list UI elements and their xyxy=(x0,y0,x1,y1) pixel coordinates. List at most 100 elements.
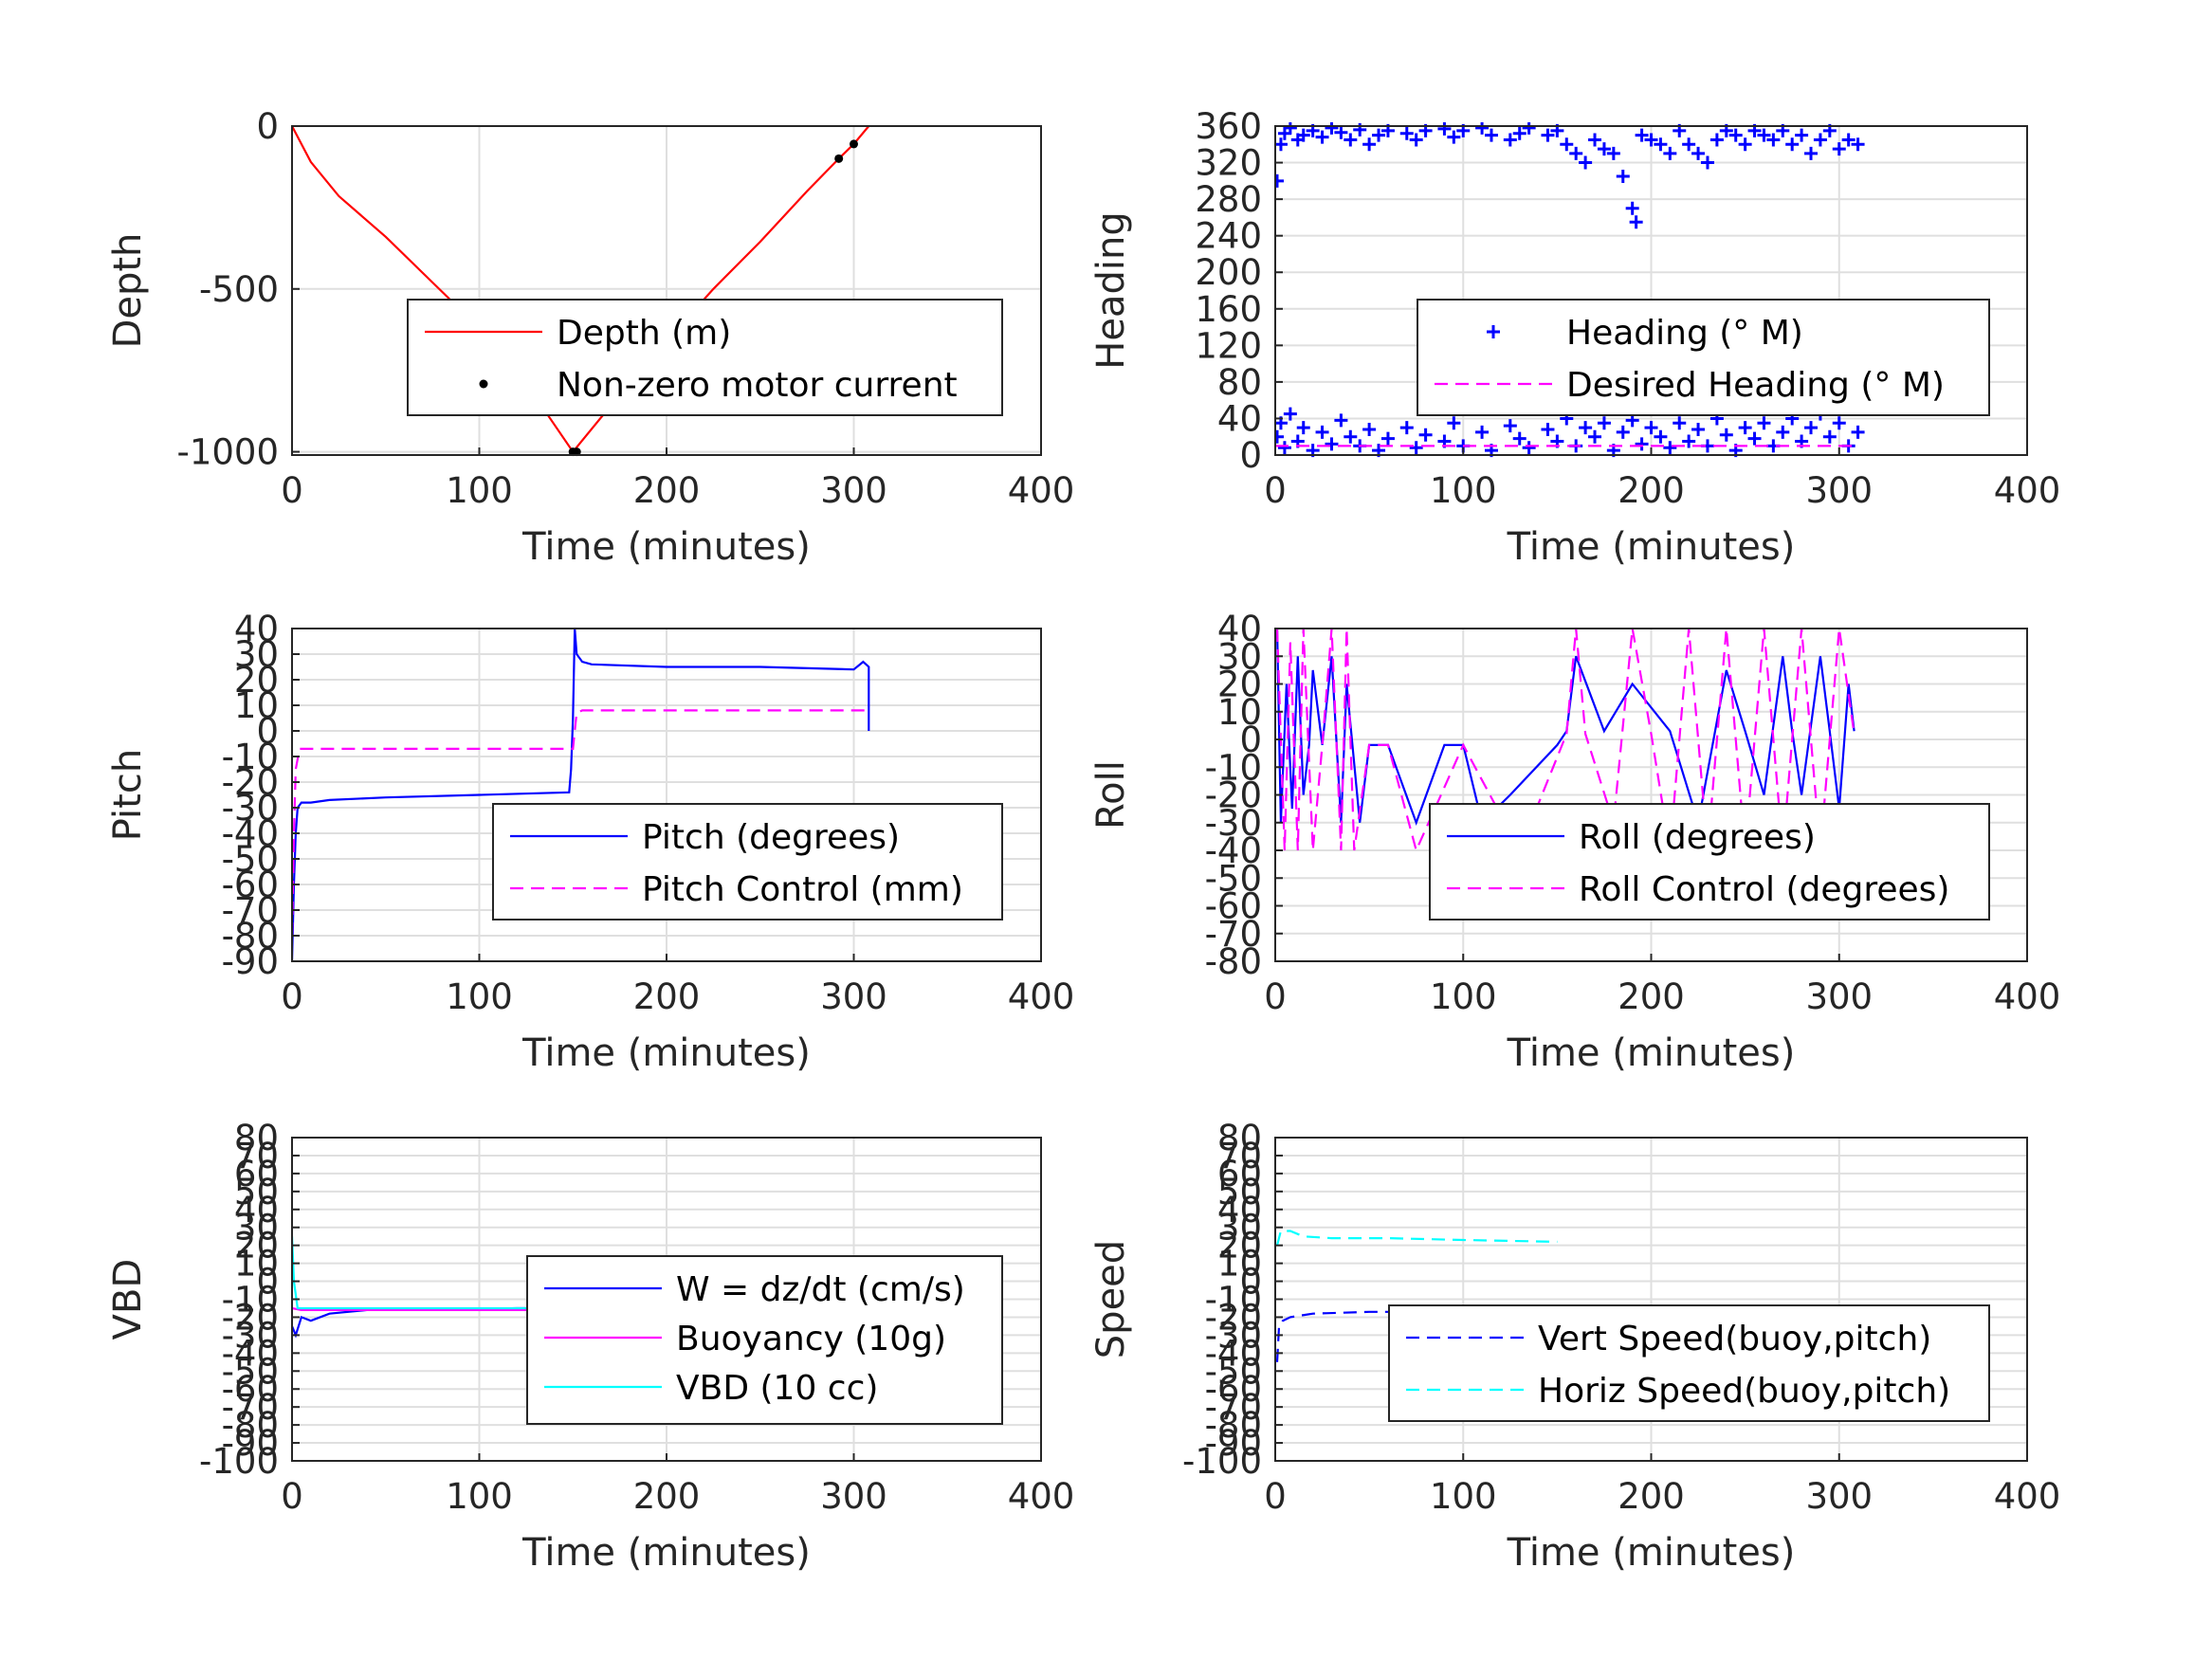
heading-series-0-point xyxy=(1512,126,1526,140)
pitch-series-1-line xyxy=(292,709,869,937)
y-tick-label: -90 xyxy=(222,1423,279,1464)
x-tick-label: 200 xyxy=(633,470,701,511)
speed-series-1-line xyxy=(1275,1230,1558,1246)
x-axis-label: Time (minutes) xyxy=(521,1031,811,1075)
y-tick-label: 40 xyxy=(234,609,279,649)
y-tick-label: -50 xyxy=(1205,1351,1262,1392)
x-tick-label: 300 xyxy=(1805,470,1873,511)
y-tick-label: -500 xyxy=(199,269,279,310)
y-tick-label: -20 xyxy=(1205,1297,1262,1338)
heading-series-0-point xyxy=(1795,128,1809,142)
depth-chart: 0 100 200 300 400 -1000 -500 0 Time (minutes) Dep… xyxy=(106,106,1074,569)
y-axis-label: Speed xyxy=(1089,1240,1133,1358)
y-tick-label: -1000 xyxy=(176,432,279,473)
vbd-legend: W = dz/dt (cm/s) Buoyancy (10g) VBD (10 cc… xyxy=(526,1255,1003,1425)
legend-label: Roll Control (degrees) xyxy=(1579,870,1949,909)
heading-series-1-point xyxy=(1719,428,1733,442)
y-tick-label: 0 xyxy=(1239,435,1262,476)
x-axis-label: Time (minutes) xyxy=(1507,525,1796,569)
x-tick-label: 300 xyxy=(820,1476,887,1517)
heading-series-1-point xyxy=(1283,407,1297,421)
x-tick-label: 200 xyxy=(1618,976,1685,1017)
y-tick-label: 200 xyxy=(1195,252,1262,293)
heading-series-0-point xyxy=(1522,122,1536,135)
y-tick-label: -40 xyxy=(1205,830,1262,871)
y-tick-label: -30 xyxy=(222,788,279,829)
y-tick-label: 10 xyxy=(1217,1244,1262,1285)
heading-series-1-point xyxy=(1616,425,1630,439)
y-tick-label: -40 xyxy=(222,813,279,854)
y-tick-label: 40 xyxy=(234,1190,279,1231)
legend-box xyxy=(492,803,1003,921)
heading-series-1-point xyxy=(1296,421,1310,435)
y-tick-label: 30 xyxy=(1217,636,1262,677)
legend-label: Buoyancy (10g) xyxy=(676,1320,946,1358)
legend-box xyxy=(1417,299,1990,416)
x-tick-label: 400 xyxy=(1008,1476,1075,1517)
heading-series-0-point xyxy=(1372,128,1386,142)
y-tick-label: 0 xyxy=(256,106,279,147)
heading-series-1-point xyxy=(1588,429,1602,444)
y-tick-label: 60 xyxy=(234,1154,279,1194)
y-tick-label: -80 xyxy=(1205,941,1262,982)
pitch-legend: Pitch (degrees) Pitch Control (mm) xyxy=(492,803,1003,921)
y-tick-label: -80 xyxy=(222,1405,279,1446)
y-tick-label: 0 xyxy=(256,711,279,752)
speed-series-group xyxy=(1275,1230,1558,1362)
heading-series-0-point xyxy=(1283,122,1297,135)
heading-series-0-point xyxy=(1353,122,1367,137)
heading-series-1-point xyxy=(1541,423,1555,437)
y-axis-label: VBD xyxy=(106,1259,150,1340)
legend-swatch xyxy=(479,379,488,389)
y-tick-label: 160 xyxy=(1195,289,1262,330)
y-tick-label: -40 xyxy=(1205,1333,1262,1374)
y-tick-label: 80 xyxy=(1217,362,1262,403)
y-tick-label: 240 xyxy=(1195,216,1262,257)
x-tick-label: 100 xyxy=(1430,976,1497,1017)
heading-series-1-point xyxy=(1409,441,1423,455)
heading-series-1-point xyxy=(1822,429,1837,444)
heading-series-0-point xyxy=(1437,122,1452,136)
heading-series-1-point xyxy=(1503,419,1517,433)
x-tick-label: 200 xyxy=(633,1476,701,1517)
y-axis-label: Heading xyxy=(1089,211,1133,369)
heading-legend: Heading (° M) Desired Heading (° M) xyxy=(1417,299,1990,416)
pitch-chart: 0 100 200 300 400-90-80-70-60-50-40-30-20-10… xyxy=(106,609,1074,1075)
y-tick-label: 320 xyxy=(1195,143,1262,184)
y-tick-label: -60 xyxy=(1205,886,1262,927)
legend-label: Horiz Speed(buoy,pitch) xyxy=(1538,1372,1950,1411)
x-tick-label: 0 xyxy=(1264,976,1287,1017)
heading-chart: 0 100 200 300 40004080120160200240280320360T… xyxy=(1089,106,2060,569)
heading-series-0-point xyxy=(1541,128,1555,142)
y-tick-label: -50 xyxy=(222,839,279,880)
depth-series-0-line xyxy=(292,125,870,454)
y-tick-label: 0 xyxy=(1239,1262,1262,1303)
heading-series-1-point xyxy=(1832,416,1846,430)
y-tick-label: -50 xyxy=(222,1351,279,1392)
legend-box xyxy=(1388,1304,1990,1422)
x-tick-label: 300 xyxy=(820,470,887,511)
y-tick-label: 20 xyxy=(1217,1226,1262,1267)
pitch-series-group xyxy=(292,628,870,962)
x-tick-label: 100 xyxy=(446,976,513,1017)
y-tick-label: 70 xyxy=(234,1136,279,1176)
y-tick-label: 20 xyxy=(234,1226,279,1267)
y-tick-label: -60 xyxy=(1205,1369,1262,1410)
heading-series-0-point xyxy=(1851,137,1865,152)
heading-series-1-point xyxy=(1635,437,1649,451)
heading-series-0-point xyxy=(1344,133,1358,147)
y-tick-label: -70 xyxy=(222,890,279,931)
y-tick-label: 10 xyxy=(1217,692,1262,733)
y-tick-label: 80 xyxy=(234,1118,279,1158)
x-tick-label: 0 xyxy=(281,470,303,511)
y-tick-label: 360 xyxy=(1195,106,1262,147)
heading-series-0-point xyxy=(1841,133,1856,147)
x-tick-label: 400 xyxy=(1994,976,2061,1017)
y-tick-label: 40 xyxy=(1217,1190,1262,1231)
heading-series-0-point xyxy=(1296,128,1310,142)
heading-series-1-point xyxy=(1597,416,1611,430)
heading-series-1-point xyxy=(1277,441,1291,455)
y-tick-label: -90 xyxy=(1205,1423,1262,1464)
y-tick-label: -20 xyxy=(1205,775,1262,816)
heading-series-1-point xyxy=(1804,421,1819,435)
